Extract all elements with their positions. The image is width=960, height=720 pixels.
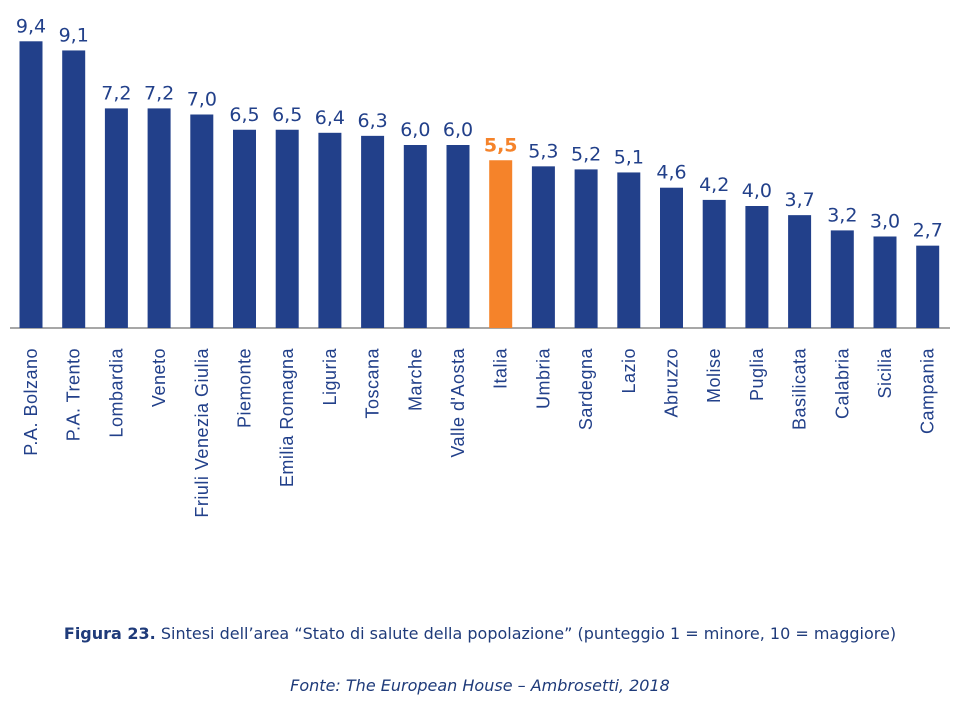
figure-caption: Figura 23. Sintesi dell’area “Stato di s… xyxy=(0,624,960,643)
bar xyxy=(873,236,897,328)
category-label: Campania xyxy=(918,348,938,435)
value-label: 4,6 xyxy=(656,162,686,184)
category-label: P.A. Bolzano xyxy=(21,348,41,456)
category-label: Calabria xyxy=(832,348,852,420)
value-label: 3,0 xyxy=(870,211,900,233)
value-label: 6,5 xyxy=(229,104,259,126)
category-label: Sardegna xyxy=(576,348,596,431)
bar xyxy=(147,108,171,329)
value-label: 6,5 xyxy=(272,104,302,126)
category-label: Puglia xyxy=(747,348,767,402)
category-label: Liguria xyxy=(320,348,340,406)
value-label: 9,4 xyxy=(16,15,46,37)
value-label: 3,7 xyxy=(784,189,814,211)
bar xyxy=(104,108,128,329)
category-label: Toscana xyxy=(363,348,383,419)
bar xyxy=(361,135,385,328)
figure-caption-text: Sintesi dell’area “Stato di salute della… xyxy=(160,624,897,643)
value-label: 5,1 xyxy=(614,146,644,168)
value-label: 9,1 xyxy=(59,24,89,46)
value-label: 7,0 xyxy=(187,89,217,111)
value-label: 2,7 xyxy=(913,220,943,242)
bar xyxy=(617,172,641,328)
category-label: Basilicata xyxy=(790,348,810,431)
category-label: P.A. Trento xyxy=(64,348,84,441)
category-label: Marche xyxy=(405,348,425,411)
category-label: Lazio xyxy=(619,348,639,394)
bar xyxy=(489,160,513,328)
value-label: 6,0 xyxy=(400,119,430,141)
value-label: 5,2 xyxy=(571,143,601,165)
bar xyxy=(446,145,470,328)
bar xyxy=(190,114,214,328)
bar xyxy=(403,145,427,328)
bar xyxy=(233,129,256,328)
category-label: Molise xyxy=(704,348,724,403)
bar xyxy=(62,50,86,328)
value-label: 6,0 xyxy=(443,119,473,141)
value-label: 3,2 xyxy=(827,204,857,226)
value-label: 6,3 xyxy=(357,110,387,132)
category-label: Umbria xyxy=(533,348,553,409)
bar xyxy=(531,166,555,328)
bar xyxy=(788,215,812,328)
bar-chart: 9,4 P.A. Bolzano 9,1 P.A. Trento 7,2 Lombardi… xyxy=(10,15,950,518)
bar xyxy=(745,206,769,328)
value-label: 4,0 xyxy=(742,180,772,202)
category-label: Lombardia xyxy=(106,348,126,438)
bar xyxy=(318,132,342,328)
value-label: 7,2 xyxy=(101,82,131,104)
value-label: 7,2 xyxy=(144,82,174,104)
category-label: Valle d'Aosta xyxy=(448,348,468,458)
value-label: 5,5 xyxy=(484,134,518,156)
bar xyxy=(660,187,683,328)
bar xyxy=(830,230,854,328)
category-label: Piemonte xyxy=(235,348,255,428)
value-label: 6,4 xyxy=(315,107,345,129)
category-label: Abruzzo xyxy=(662,348,682,418)
category-label: Veneto xyxy=(149,348,169,407)
category-label: Sicilia xyxy=(875,348,895,399)
figure-source: Fonte: The European House – Ambrosetti, … xyxy=(290,676,670,695)
bar xyxy=(574,169,598,328)
category-label: Emilia Romagna xyxy=(277,348,297,488)
bar xyxy=(19,41,43,329)
bar xyxy=(275,129,299,328)
bar xyxy=(702,199,726,328)
value-label: 4,2 xyxy=(699,174,729,196)
value-label: 5,3 xyxy=(528,140,558,162)
figure-label: Figura 23. xyxy=(63,624,156,643)
bar xyxy=(916,245,940,328)
category-label: Friuli Venezia Giulia xyxy=(192,348,212,518)
category-label: Italia xyxy=(491,348,511,390)
